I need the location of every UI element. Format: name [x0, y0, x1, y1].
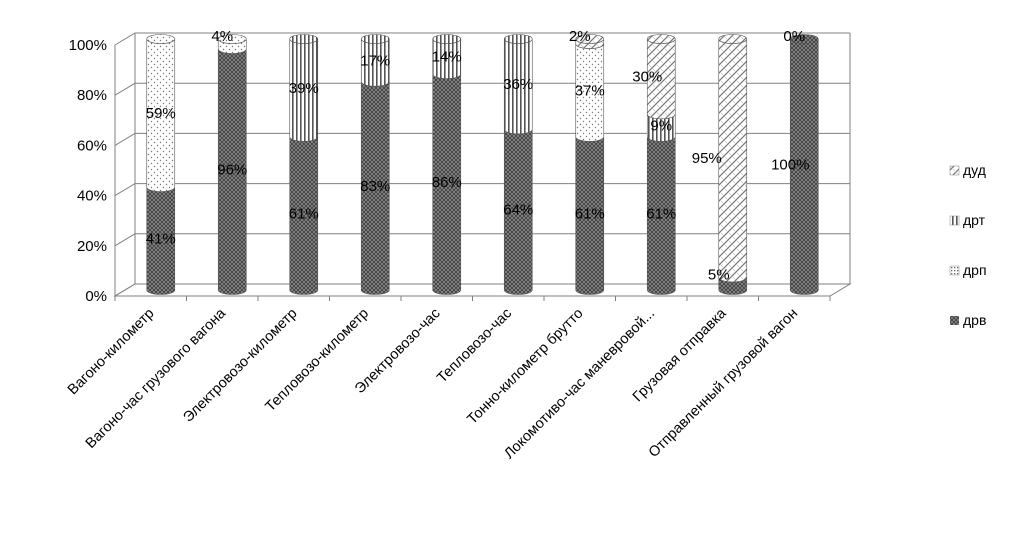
- gridline-side: [114, 32, 136, 46]
- bar-top-cap-drt: [289, 34, 319, 44]
- data-label-drp: 4%: [211, 28, 233, 45]
- legend-label-dud: дуд: [963, 162, 986, 178]
- y-tick-label: 80%: [77, 87, 107, 104]
- gridlines: [114, 32, 851, 297]
- gridline-side: [114, 82, 136, 96]
- data-label-drv: 61%: [575, 205, 605, 222]
- data-label-drt: 17%: [360, 52, 390, 69]
- x-category-label: Тонно-километр брутто: [464, 306, 586, 428]
- data-label-drv: 96%: [217, 162, 247, 179]
- y-tick-label: 60%: [77, 137, 107, 154]
- bar-top-cap-drp: [217, 34, 247, 44]
- bar-top-cap-drp: [146, 34, 176, 44]
- floor: [113, 283, 852, 297]
- y-tick-label: 40%: [77, 188, 107, 205]
- data-label-drv: 64%: [503, 202, 533, 219]
- data-label-drv: 41%: [146, 231, 176, 248]
- data-label-dud: 2%: [569, 28, 591, 45]
- data-label-dud: 0%: [783, 28, 805, 45]
- data-label-drt: 9%: [650, 118, 672, 135]
- legend: дуд дрт дрп дрв: [949, 162, 987, 328]
- x-category-label: Локомотиво-час маневровой...: [501, 306, 658, 463]
- bar-top-cap-dud: [718, 34, 748, 44]
- y-tick-label: 0%: [85, 288, 107, 305]
- data-label-drp: 37%: [575, 82, 605, 99]
- data-label-drv: 5%: [708, 267, 730, 284]
- legend-swatch-drp: [949, 265, 960, 276]
- gridline-side: [114, 132, 136, 146]
- bar-top-cap-drt: [503, 34, 533, 44]
- data-label-drv: 61%: [289, 205, 319, 222]
- bar-top-cap-dud: [575, 34, 605, 44]
- legend-label-drt: дрт: [963, 212, 986, 228]
- x-category-label: Отправленный грузовой вагон: [646, 306, 801, 461]
- bar-segment-dud: [718, 38, 748, 283]
- legend-label-drv: дрв: [963, 312, 986, 328]
- bar-top-cap-drt: [432, 34, 462, 44]
- y-tick-label: 100%: [69, 37, 107, 54]
- y-axis-ticks: 0% 20% 40% 60% 80% 100%: [69, 37, 107, 305]
- data-label-drv: 86%: [432, 174, 462, 191]
- axes: [113, 45, 852, 301]
- legend-swatch-dud: [949, 165, 960, 176]
- bar-top-cap-drv: [789, 34, 819, 44]
- bar-top-cap-dud: [646, 34, 676, 44]
- bar-top-cap-drt: [360, 34, 390, 44]
- data-label-drp: 59%: [146, 105, 176, 122]
- data-label-drt: 14%: [432, 49, 462, 66]
- data-label-dud: 30%: [632, 69, 662, 86]
- data-label-drt: 36%: [503, 76, 533, 93]
- data-label-dud: 95%: [692, 150, 722, 167]
- bars: [146, 34, 819, 295]
- data-labels: 41% 59% 96% 4% 61% 39% 83% 17% 86% 14% 64% 36% 61% 37…: [146, 28, 810, 284]
- x-category-label: Тепловозо-час: [434, 306, 515, 387]
- data-label-drt: 39%: [289, 80, 319, 97]
- y-tick-label: 20%: [77, 238, 107, 255]
- legend-label-drp: дрп: [963, 262, 987, 278]
- data-label-drv: 61%: [646, 205, 676, 222]
- legend-swatch-drt: [949, 215, 960, 226]
- gridline-side: [114, 183, 136, 197]
- x-category-label: Вагоно-час грузового вагона: [83, 305, 230, 452]
- gridline-side: [114, 233, 136, 247]
- data-label-drv: 100%: [771, 157, 809, 174]
- legend-swatch-drv: [950, 316, 959, 325]
- data-label-drv: 83%: [360, 178, 390, 195]
